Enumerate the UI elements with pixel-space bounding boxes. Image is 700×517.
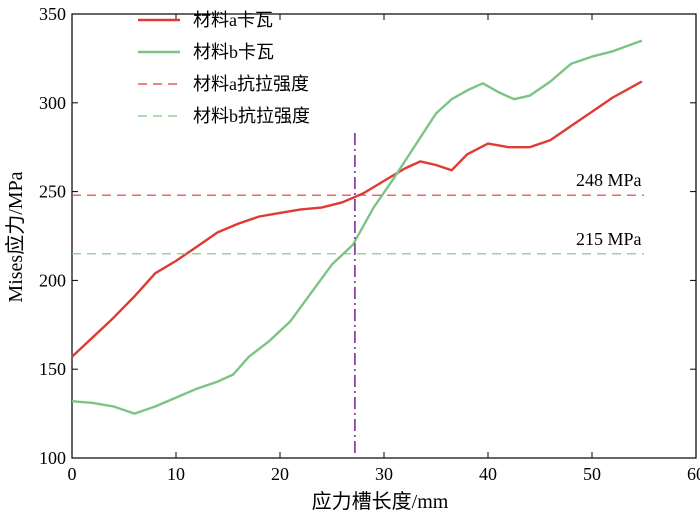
y-tick-label: 250 (39, 182, 66, 202)
y-tick-label: 150 (39, 359, 66, 379)
annotation-layer: 248 MPa 215 MPa (576, 170, 642, 249)
series-line-2 (71, 39, 643, 415)
series-layer (71, 39, 644, 415)
series-line-1 (71, 80, 643, 358)
ticks-layer: 0 10 20 30 40 50 60 100 150 200 250 300 350 (39, 4, 700, 484)
x-tick-label: 40 (479, 464, 497, 484)
x-tick-label: 10 (167, 464, 185, 484)
legend-label-4: 材料b抗拉强度 (193, 106, 310, 126)
x-tick-label: 30 (375, 464, 393, 484)
y-tick-label: 200 (39, 270, 66, 290)
x-tick-label: 0 (68, 464, 77, 484)
legend-label-1: 材料a卡瓦 (193, 10, 273, 30)
y-tick-label: 300 (39, 93, 66, 113)
y-tick-label: 100 (39, 448, 66, 468)
y-axis-title: Mises应力/MPa (4, 171, 27, 302)
y-tick-label: 350 (39, 4, 66, 24)
legend-label-3: 材料a抗拉强度 (193, 74, 309, 94)
x-axis-title: 应力槽长度/mm (312, 490, 449, 513)
annotation-label-1: 248 MPa (576, 170, 642, 190)
x-tick-label: 20 (271, 464, 289, 484)
x-tick-label: 60 (687, 464, 700, 484)
legend-label-2: 材料b卡瓦 (193, 42, 274, 62)
annotation-label-2: 215 MPa (576, 229, 642, 249)
x-tick-label: 50 (583, 464, 601, 484)
